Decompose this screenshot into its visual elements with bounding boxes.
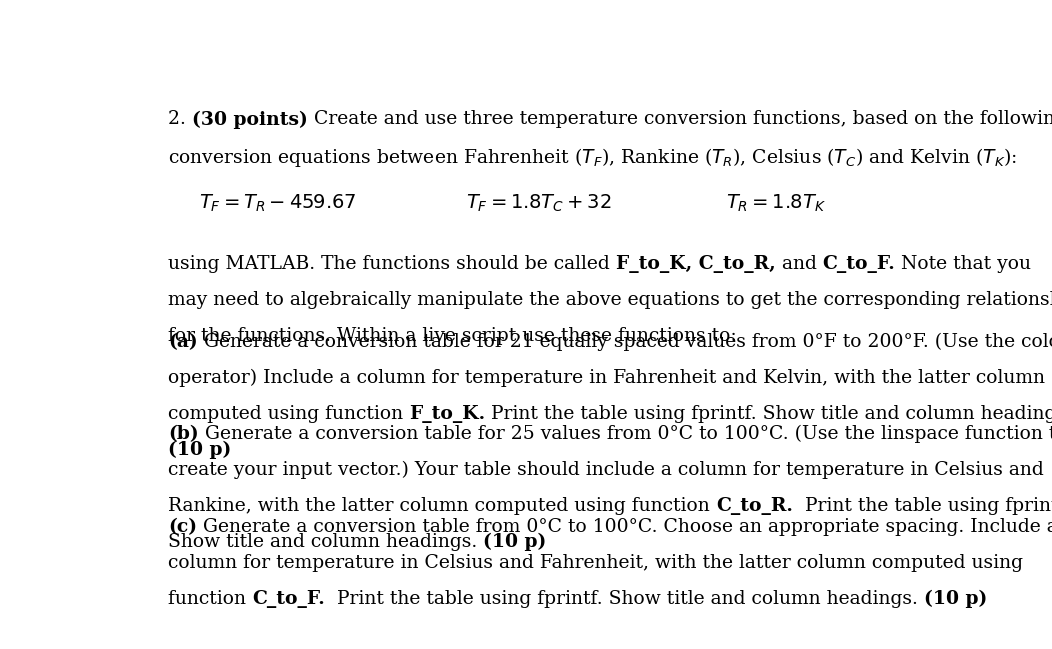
Text: (a): (a) [168, 333, 198, 350]
Text: Print the table using fprintf. Show title and column headings.: Print the table using fprintf. Show titl… [325, 589, 924, 607]
Text: using MATLAB. The functions should be called: using MATLAB. The functions should be ca… [168, 255, 615, 273]
Text: and: and [775, 255, 823, 273]
Text: operator) Include a column for temperature in Fahrenheit and Kelvin, with the la: operator) Include a column for temperatu… [168, 369, 1046, 387]
Text: function: function [168, 589, 252, 607]
Text: Generate a conversion table for 25 values from 0°C to 100°C. (Use the linspace f: Generate a conversion table for 25 value… [199, 425, 1052, 443]
Text: Show title and column headings.: Show title and column headings. [168, 533, 484, 551]
Text: $T_R = 1.8T_K$: $T_R = 1.8T_K$ [726, 193, 826, 214]
Text: (30 points): (30 points) [193, 110, 308, 129]
Text: 2.: 2. [168, 110, 193, 129]
Text: Note that you: Note that you [895, 255, 1031, 273]
Text: Print the table using fprintf.: Print the table using fprintf. [793, 497, 1052, 515]
Text: C_to_R.: C_to_R. [716, 497, 793, 515]
Text: create your input vector.) Your table should include a column for temperature in: create your input vector.) Your table sh… [168, 461, 1044, 480]
Text: F_to_K.: F_to_K. [409, 405, 485, 422]
Text: (10 p): (10 p) [168, 441, 231, 459]
Text: Generate a conversion table for 21 equally spaced values from 0°F to 200°F. (Use: Generate a conversion table for 21 equal… [198, 333, 1052, 351]
Text: Rankine, with the latter column computed using function: Rankine, with the latter column computed… [168, 497, 716, 515]
Text: computed using function: computed using function [168, 405, 409, 422]
Text: (10 p): (10 p) [484, 533, 547, 552]
Text: Generate a conversion table from 0°C to 100°C. Choose an appropriate spacing. In: Generate a conversion table from 0°C to … [197, 518, 1052, 535]
Text: (10 p): (10 p) [924, 589, 987, 608]
Text: F_to_K, C_to_R,: F_to_K, C_to_R, [615, 255, 775, 273]
Text: C_to_F.: C_to_F. [252, 589, 325, 607]
Text: (c): (c) [168, 518, 197, 535]
Text: conversion equations between Fahrenheit ($T_F$), Rankine ($T_R$), Celsius ($T_C$: conversion equations between Fahrenheit … [168, 146, 1017, 169]
Text: Create and use three temperature conversion functions, based on the following: Create and use three temperature convers… [308, 110, 1052, 129]
Text: for the functions. Within a live script use these functions to:: for the functions. Within a live script … [168, 327, 736, 345]
Text: (b): (b) [168, 425, 199, 443]
Text: Print the table using fprintf. Show title and column headings.: Print the table using fprintf. Show titl… [485, 405, 1052, 422]
Text: column for temperature in Celsius and Fahrenheit, with the latter column compute: column for temperature in Celsius and Fa… [168, 554, 1024, 572]
Text: may need to algebraically manipulate the above equations to get the correspondin: may need to algebraically manipulate the… [168, 291, 1052, 310]
Text: C_to_F.: C_to_F. [823, 255, 895, 273]
Text: $T_F = T_R - 459.67$: $T_F = T_R - 459.67$ [200, 193, 357, 214]
Text: $T_F = 1.8T_C + 32$: $T_F = 1.8T_C + 32$ [466, 193, 612, 214]
